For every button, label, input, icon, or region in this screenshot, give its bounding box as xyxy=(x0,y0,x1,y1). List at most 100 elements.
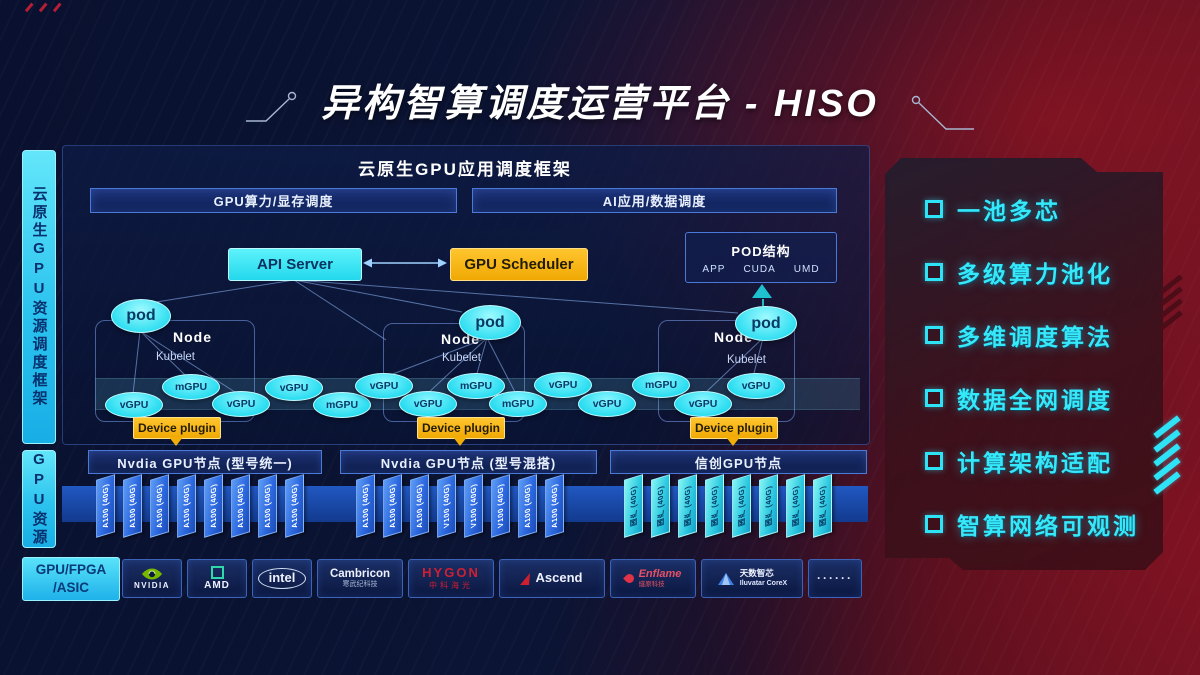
vendor-tile-hygon: HYGON 中科海光 xyxy=(408,559,494,598)
pod-ellipse-1: pod xyxy=(111,299,171,333)
bar-ai-app-data-scheduling: AI应用/数据调度 xyxy=(472,188,837,213)
gpu-card-label: A100 (40G) xyxy=(550,482,559,530)
feature-label: 计算架构适配 xyxy=(957,450,1113,476)
gpu-unit-ellipse: mGPU xyxy=(632,372,690,398)
pod-layer-cuda: CUDA xyxy=(743,263,776,275)
pod-structure-up-arrow-icon xyxy=(752,284,772,298)
node-label-1: Node xyxy=(173,329,212,345)
vendor-subtitle: Iluvatar CoreX xyxy=(739,579,788,587)
feature-item: 智算网络可观测 xyxy=(925,511,1163,539)
vendor-name: Enflame xyxy=(638,568,682,581)
gpu-unit-ellipse: mGPU xyxy=(489,391,547,417)
vendor-name: NVIDIA xyxy=(133,580,171,590)
device-plugin-down-arrow-icon xyxy=(726,437,740,446)
feature-label: 多级算力池化 xyxy=(957,261,1113,287)
gpu-card-label: V100 (40G) xyxy=(496,482,505,530)
gpu-unit-ellipse: vGPU xyxy=(105,392,163,418)
gpu-card: V100 (40G) xyxy=(437,474,456,538)
iluvatar-logo-icon xyxy=(717,572,735,586)
gpu-unit-ellipse: vGPU xyxy=(578,391,636,417)
gpu-unit-ellipse: vGPU xyxy=(265,375,323,401)
gpu-card-label: 国产 (40G) xyxy=(791,484,800,528)
vendor-name: 天数智芯 xyxy=(739,568,774,579)
vendor-name: Cambricon xyxy=(329,567,391,580)
gpu-card-label: V100 (40G) xyxy=(442,482,451,530)
gpu-card: 国产 (40G) xyxy=(786,474,805,538)
gpu-unit-ellipse: vGPU xyxy=(727,373,785,399)
gpu-node-bar-xinchuang: 信创GPU节点 xyxy=(610,450,867,474)
feature-item: 一池多芯 xyxy=(925,196,1163,224)
vendor-subtitle: 中科海光 xyxy=(429,580,473,590)
corner-slash-decoration xyxy=(24,2,62,12)
kubelet-label-2: Kubelet xyxy=(442,352,482,364)
gpu-card-label: A100 (40G) xyxy=(290,482,299,530)
vendor-tile-cambricon: Cambricon 寒武纪科技 xyxy=(317,559,403,598)
kubelet-label-3: Kubelet xyxy=(727,354,767,366)
pod-structure-layers: APP CUDA UMD xyxy=(702,264,819,275)
square-bullet-icon xyxy=(925,326,943,344)
frame-header: 云原生GPU应用调度框架 xyxy=(358,160,572,179)
gpu-card: 国产 (40G) xyxy=(813,474,832,538)
gpu-card-label: A100 (40G) xyxy=(182,482,191,530)
gpu-card-label: A100 (40G) xyxy=(263,482,272,530)
device-plugin-down-arrow-icon xyxy=(169,437,183,446)
gpu-card-label: A100 (40G) xyxy=(209,482,218,530)
gpu-card: A100 (40G) xyxy=(177,474,196,538)
feature-label: 多维调度算法 xyxy=(957,324,1113,350)
gpu-card: A100 (40G) xyxy=(96,474,115,538)
gpu-card-label: 国产 (40G) xyxy=(710,484,719,528)
hardware-label-line1: GPU/FPGA xyxy=(35,561,107,577)
feature-item: 计算架构适配 xyxy=(925,448,1163,476)
vendor-name: ······ xyxy=(817,570,853,585)
gpu-card-label: A100 (40G) xyxy=(236,482,245,530)
gpu-card: 国产 (40G) xyxy=(705,474,724,538)
gpu-node-bar-mixed: Nvdia GPU节点 (型号混搭) xyxy=(340,450,597,474)
device-plugin-3: Device plugin xyxy=(690,417,778,439)
gpu-card-label: 国产 (40G) xyxy=(629,484,638,528)
api-server-box: API Server xyxy=(228,248,362,281)
rail-gpu-resources: GPU资源 xyxy=(22,450,56,548)
gpu-scheduler-box: GPU Scheduler xyxy=(450,248,588,281)
square-bullet-icon xyxy=(925,389,943,407)
nvidia-logo-icon xyxy=(141,567,163,581)
square-bullet-icon xyxy=(925,452,943,470)
rail-resources-label: GPU资源 xyxy=(30,451,48,547)
bar-gpu-compute-vram-scheduling: GPU算力/显存调度 xyxy=(90,188,457,213)
feature-panel: 一池多芯 多级算力池化 多维调度算法 数据全网调度 计算架构适配 智算网络可观测 xyxy=(885,158,1163,570)
gpu-card: A100 (40G) xyxy=(383,474,402,538)
gpu-card: 国产 (40G) xyxy=(759,474,778,538)
gpu-card-label: 国产 (40G) xyxy=(656,484,665,528)
gpu-node-bar-uniform: Nvdia GPU节点 (型号统一) xyxy=(88,450,322,474)
gpu-card: A100 (40G) xyxy=(204,474,223,538)
red-hatch-decoration xyxy=(1158,274,1184,331)
pod-ellipse-3: pod xyxy=(735,306,797,341)
pod-structure-box: POD结构 APP CUDA UMD xyxy=(685,232,837,283)
gpu-card-label: 国产 (40G) xyxy=(764,484,773,528)
vendor-name: Ascend xyxy=(535,570,583,586)
gpu-card-label: A100 (40G) xyxy=(155,482,164,530)
gpu-card-label: A100 (40G) xyxy=(523,482,532,530)
vendor-name: HYGON xyxy=(422,565,480,581)
square-bullet-icon xyxy=(925,263,943,281)
page-title: 异构智算调度运营平台 - HISO xyxy=(321,83,879,125)
pod-ellipse-2: pod xyxy=(459,305,521,340)
gpu-card: 国产 (40G) xyxy=(732,474,751,538)
device-plugin-1: Device plugin xyxy=(133,417,221,439)
gpu-card-label: 国产 (40G) xyxy=(737,484,746,528)
feature-label: 一池多芯 xyxy=(957,198,1061,224)
vendor-tile-nvidia: NVIDIA xyxy=(122,559,182,598)
ascend-logo-icon xyxy=(519,572,533,585)
gpu-card: A100 (40G) xyxy=(231,474,250,538)
pod-structure-title: POD结构 xyxy=(731,243,791,259)
pod-layer-app: APP xyxy=(702,263,726,275)
gpu-card: A100 (40G) xyxy=(410,474,429,538)
kubelet-label-1: Kubelet xyxy=(156,351,196,363)
pod-layer-umd: UMD xyxy=(793,263,820,275)
gpu-card-label: A100 (40G) xyxy=(128,482,137,530)
gpu-unit-ellipse: vGPU xyxy=(534,372,592,398)
gpu-card-label: A100 (40G) xyxy=(388,482,397,530)
gpu-card: A100 (40G) xyxy=(545,474,564,538)
vendor-tile-enflame: Enflame 燧原科技 xyxy=(610,559,696,598)
gpu-card-label: V100 (40G) xyxy=(469,482,478,530)
gpu-card-label: A100 (40G) xyxy=(361,482,370,530)
